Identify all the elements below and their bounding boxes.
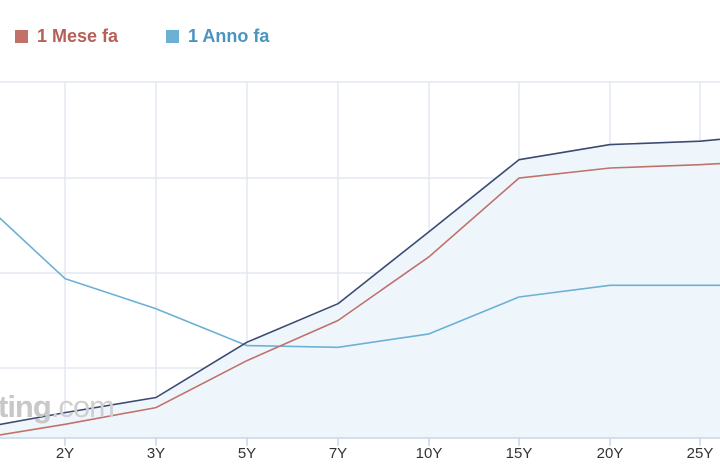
legend-item-1-anno-fa[interactable]: 1 Anno fa — [166, 26, 269, 47]
current-curve-area — [0, 139, 720, 438]
series-line-year-ago — [0, 217, 720, 349]
x-tick-label-5Y: 5Y — [238, 445, 256, 462]
watermark-logo: ting.com — [0, 389, 115, 425]
x-tick-label-15Y: 15Y — [506, 445, 533, 462]
x-tick-label-25Y: 25Y — [687, 445, 714, 462]
x-tick-label-7Y: 7Y — [329, 445, 347, 462]
x-tick-label-20Y: 20Y — [597, 445, 624, 462]
series-line-current — [0, 138, 720, 426]
legend-label-1-mese-fa: 1 Mese fa — [37, 25, 119, 46]
watermark-suffix: .com — [50, 389, 115, 424]
x-tick-label-3Y: 3Y — [147, 445, 165, 462]
legend-swatch-1-anno-fa — [166, 29, 180, 43]
legend-item-1-mese-fa[interactable]: 1 Mese fa — [15, 26, 118, 47]
x-tick-label-2Y: 2Y — [56, 445, 74, 462]
chart-legend: 1 Mese fa 1 Anno fa — [0, 24, 302, 48]
watermark-main: ting — [0, 389, 52, 424]
series-line-month-ago — [0, 162, 720, 436]
legend-label-1-anno-fa: 1 Anno fa — [188, 25, 270, 46]
x-tick-label-10Y: 10Y — [416, 445, 443, 462]
legend-swatch-1-mese-fa — [15, 29, 28, 43]
